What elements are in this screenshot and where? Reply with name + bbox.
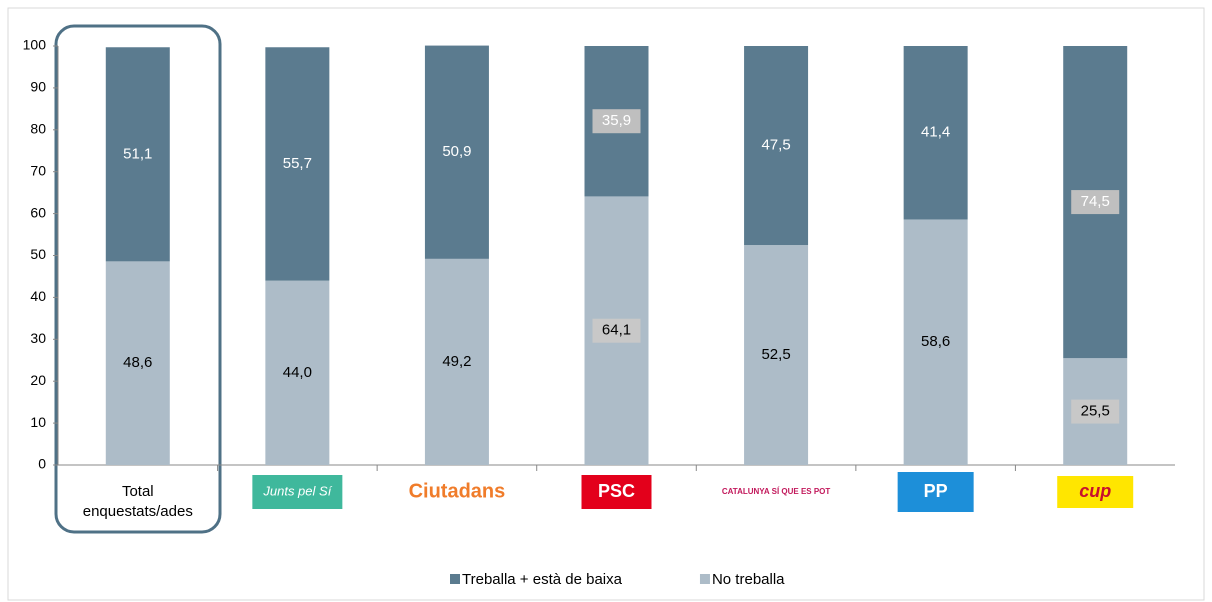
x-tick-label: Ciutadans [409, 480, 506, 502]
y-tick-label: 20 [30, 372, 46, 388]
value-label: 55,7 [283, 155, 312, 172]
y-tick-label: 0 [38, 456, 46, 472]
bar-segment [903, 46, 968, 220]
x-tick-label: PSC [598, 481, 635, 501]
x-tick-label: Total enquestats/ades [83, 483, 193, 520]
bar-segment [744, 245, 809, 465]
value-label: 52,5 [761, 346, 790, 363]
value-label: 25,5 [1081, 403, 1110, 420]
y-tick-label: 100 [23, 37, 47, 53]
y-tick-label: 90 [30, 79, 46, 95]
value-label: 74,5 [1081, 193, 1110, 210]
legend-swatch [450, 574, 460, 584]
bar-segment [903, 219, 968, 465]
value-label: 44,0 [283, 364, 312, 381]
x-tick-label: cup [1079, 481, 1111, 501]
y-tick-label: 10 [30, 414, 46, 430]
x-tick-label: PP [924, 481, 948, 501]
logo-bg [581, 475, 652, 509]
value-label: 35,9 [602, 112, 631, 129]
bar-segment [424, 258, 489, 465]
value-label: 49,2 [442, 353, 471, 370]
y-tick-label: 80 [30, 121, 46, 137]
value-label: 50,9 [442, 143, 471, 160]
bar-segment [105, 261, 170, 465]
legend-swatch [699, 574, 710, 584]
bar-segment [424, 45, 489, 259]
y-tick-label: 50 [30, 246, 46, 262]
bar-segment [265, 47, 330, 281]
logo-bg [252, 475, 343, 509]
label-box [592, 109, 641, 134]
logo-bg [1057, 476, 1134, 508]
value-label: 41,4 [921, 124, 950, 141]
label-box [592, 318, 641, 343]
value-label: 47,5 [761, 136, 790, 153]
x-tick-label: CATALUNYA SÍ QUE ES POT [722, 487, 831, 496]
bar-segment [744, 46, 809, 246]
y-tick-label: 70 [30, 162, 46, 178]
label-box [1071, 190, 1120, 215]
y-tick-label: 40 [30, 288, 46, 304]
logo-bg [897, 472, 974, 512]
bar-segment [105, 47, 170, 262]
value-label: 64,1 [602, 322, 631, 339]
value-label: 58,6 [921, 333, 950, 350]
y-tick-label: 60 [30, 204, 46, 220]
legend-label: No treballa [712, 571, 785, 588]
value-label: 51,1 [123, 145, 152, 162]
label-box [1071, 399, 1120, 424]
value-label: 48,6 [123, 354, 152, 371]
y-tick-label: 30 [30, 330, 46, 346]
x-tick-label: Junts pel Sí [262, 483, 332, 498]
bar-segment [265, 280, 330, 465]
legend-label: Treballa + està de baixa [462, 571, 623, 588]
highlight-frame [54, 24, 222, 534]
